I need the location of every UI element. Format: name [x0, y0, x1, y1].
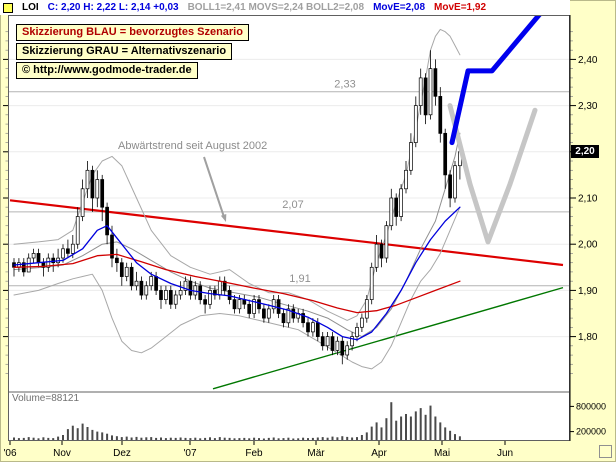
series-color-marker — [3, 2, 13, 13]
volume-axis-label: 800000 — [576, 401, 606, 411]
movs-line — [13, 132, 461, 338]
x-axis-month-label: '06 — [3, 448, 16, 459]
level-label: 2,33 — [334, 79, 355, 91]
current-price-marker: 2,20 — [571, 145, 599, 158]
gray-scenario-sketch — [447, 103, 538, 245]
volume-bars — [13, 402, 461, 440]
level-label: 2,07 — [282, 199, 303, 211]
level-label: 1,91 — [289, 273, 310, 285]
uptrend-line — [212, 286, 564, 390]
y-axis-tick-label: 1,80 — [578, 332, 598, 343]
x-axis-month-label: Mär — [307, 448, 325, 459]
blue-scenario-sketch — [449, 15, 543, 146]
info-bar: LOI C: 2,20 H: 2,22 L: 2,14 +0,03 BOLL1=… — [0, 0, 570, 15]
downtrend-annotation: Abwärtstrend seit August 2002 — [118, 140, 268, 152]
volume-label: Volume=88121 — [12, 393, 80, 404]
move-red-line — [13, 253, 461, 314]
legend-blue-scenario: Skizzierung BLAU = bevorzugtes Szenario — [16, 24, 249, 41]
x-axis-month-label: '07 — [183, 448, 196, 459]
x-axis-month-label: Feb — [245, 448, 263, 459]
y-axis-tick-label: 2,30 — [578, 101, 598, 112]
symbol-label: LOI — [22, 2, 39, 13]
move-blue-line — [13, 206, 461, 341]
annotation-arrow — [203, 156, 227, 222]
x-axis-month-label: Apr — [371, 448, 387, 459]
y-axis-tick-label: 2,00 — [578, 240, 598, 251]
y-axis-tick-label: 1,90 — [578, 286, 598, 297]
move-blue-value: MovE=2,08 — [373, 2, 426, 13]
resize-corner — [599, 445, 612, 458]
move-red-value: MovE=1,92 — [434, 2, 487, 13]
bollinger-upper-line — [13, 28, 461, 321]
x-axis-month-label: Jun — [497, 448, 513, 459]
x-axis-month-label: Mai — [434, 448, 450, 459]
volume-axis-label: 200000 — [576, 427, 606, 437]
quote-summary: C: 2,20 H: 2,22 L: 2,14 +0,03 — [47, 2, 179, 13]
bollinger-summary: BOLL1=2,41 MOVS=2,24 BOLL2=2,08 — [187, 2, 365, 13]
y-axis-tick-label: 2,10 — [578, 194, 598, 205]
x-axis-month-label: Nov — [53, 448, 71, 459]
axes: 2,40 2,30 2,20 2,10 2,00 1,90 1,80 800000 200000… — [3, 31, 606, 459]
y-axis-tick-label: 2,40 — [578, 55, 598, 66]
x-axis-month-label: Dez — [113, 448, 131, 459]
watermark: © http://www.godmode-trader.de — [16, 62, 198, 79]
legend-gray-scenario: Skizzierung GRAU = Alternativszenario — [16, 43, 233, 60]
